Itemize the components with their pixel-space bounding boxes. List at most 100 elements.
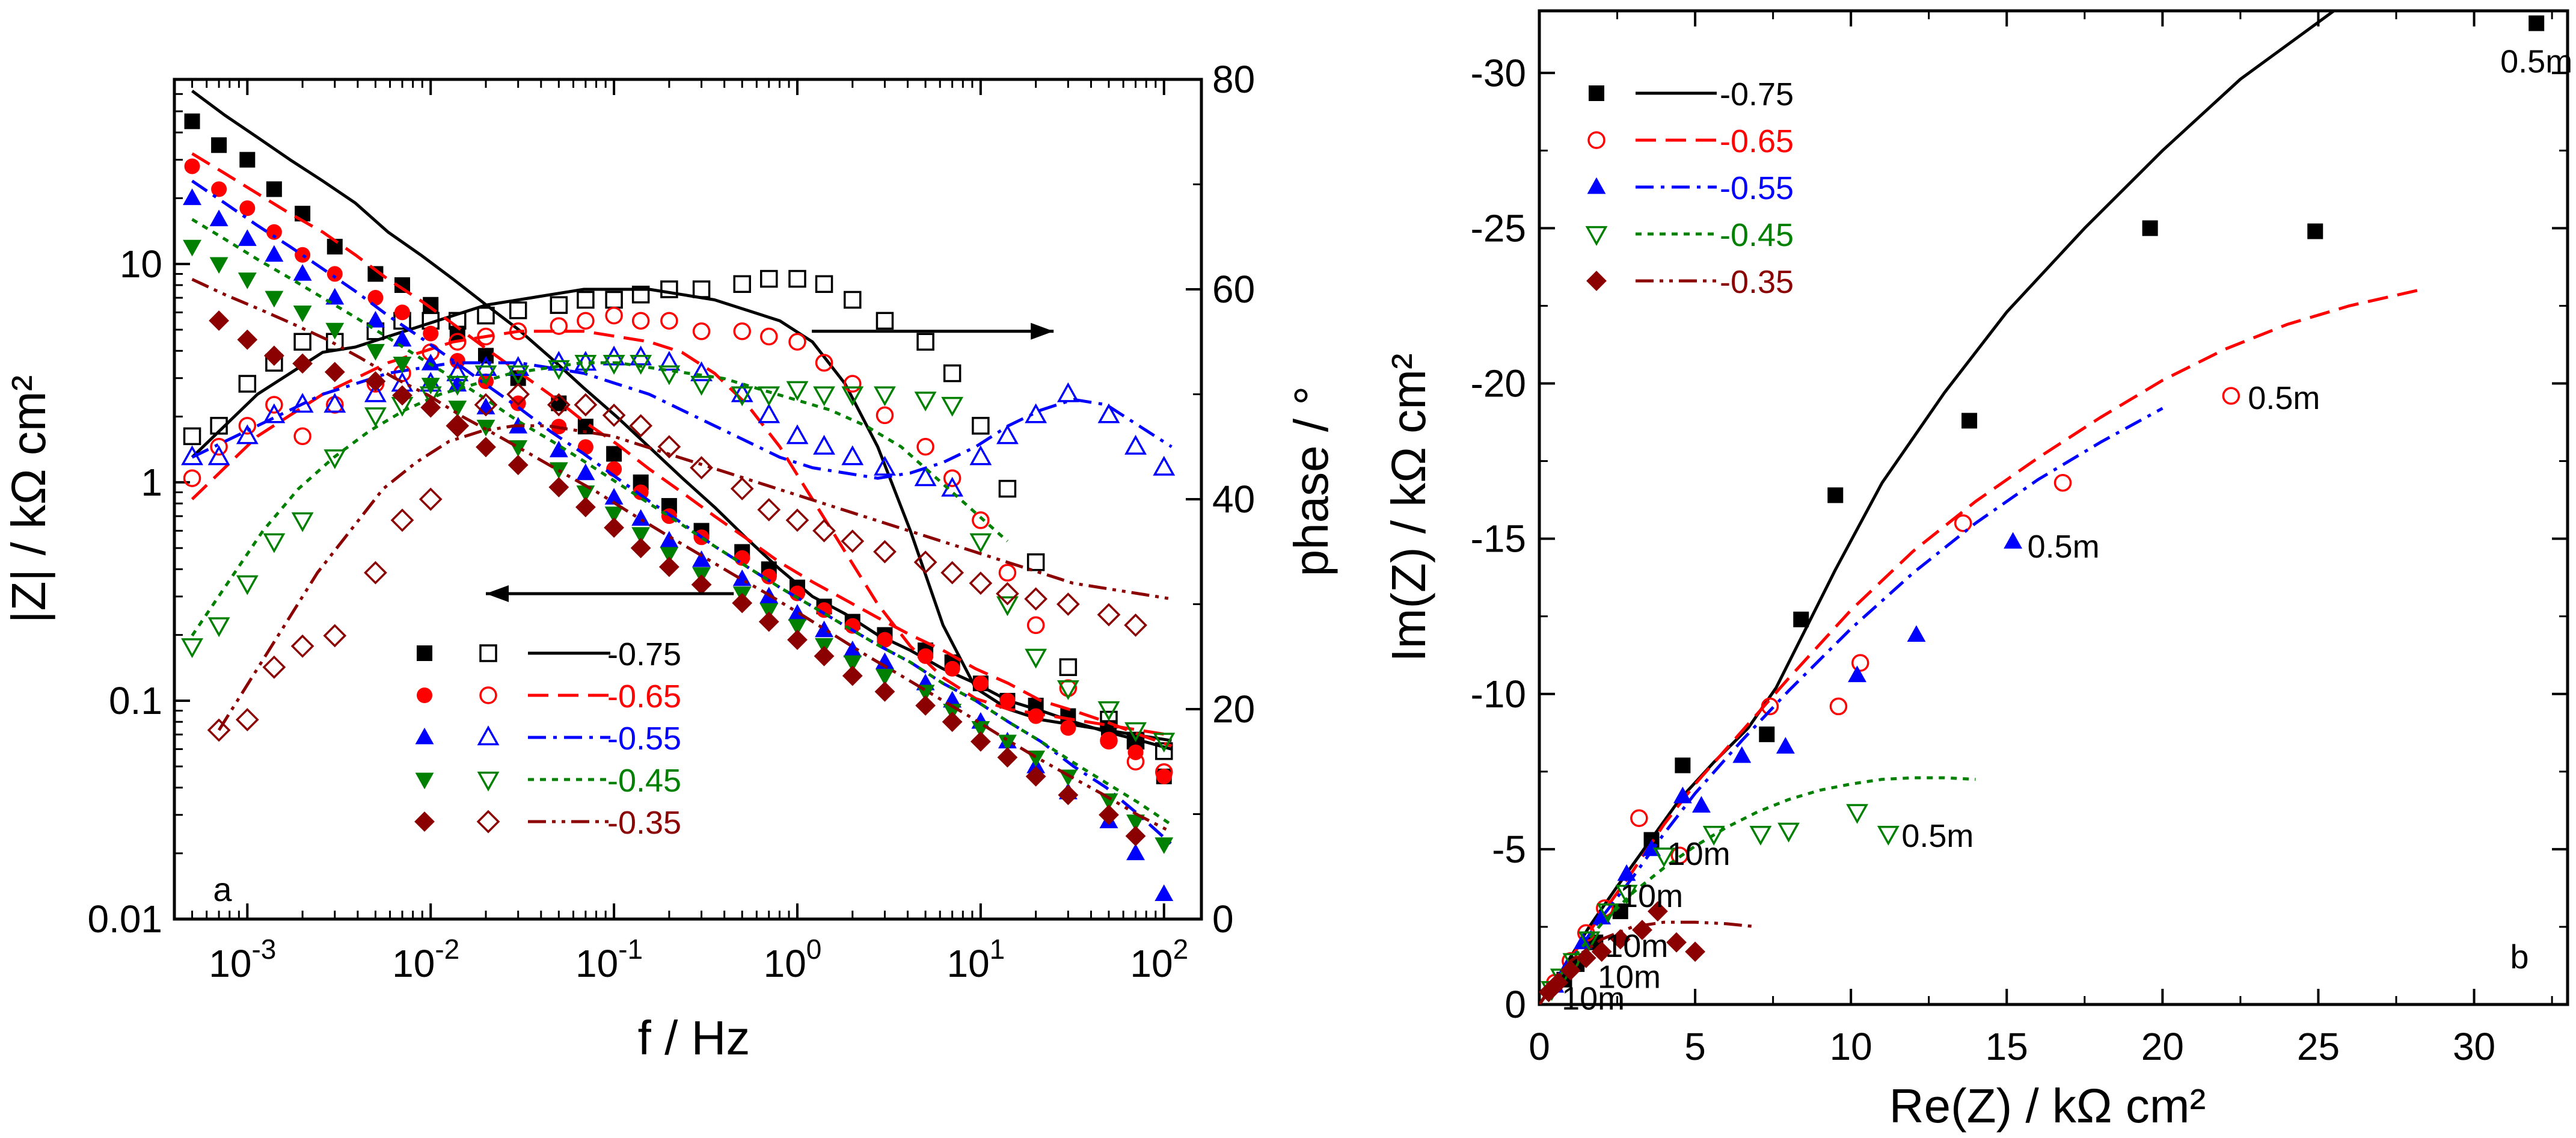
- data-point-phase: [758, 403, 780, 423]
- arrow-head: [485, 585, 509, 603]
- data-point-phase: [603, 355, 625, 375]
- data-point-phase: [605, 306, 623, 325]
- phase-tick-label: 80: [1212, 58, 1255, 101]
- x-tick-label: 10-1: [575, 933, 643, 985]
- data-point-magnitude: [238, 229, 257, 246]
- data-point-magnitude: [604, 488, 624, 505]
- data-point-phase: [876, 406, 894, 425]
- phase-tick-label: 0: [1212, 897, 1234, 941]
- data-point: [1673, 786, 1692, 804]
- annotation-label: 0.5m: [1901, 818, 1973, 854]
- annotation-label: 10m: [1598, 959, 1661, 995]
- annotation-label: 10m: [1667, 836, 1731, 872]
- data-point-phase: [815, 354, 833, 372]
- data-point-phase: [812, 518, 836, 543]
- y-axis-title: |Z| / kΩ cm²: [2, 375, 55, 623]
- data-point-phase: [1024, 587, 1048, 611]
- legend-a: -0.75 -0.65 -0.55 -0.45 -0.35: [414, 636, 681, 841]
- arrow-head: [1031, 322, 1054, 340]
- data-point-phase: [786, 424, 809, 444]
- data-point-phase: [731, 382, 753, 402]
- data-point-magnitude: [734, 550, 750, 566]
- data-point: [1648, 901, 1668, 922]
- x-tick-label: 0: [1529, 1025, 1550, 1068]
- data-point-phase: [996, 596, 1019, 617]
- fit-line: [1539, 11, 2335, 1004]
- data-point-magnitude: [1028, 708, 1044, 724]
- fit-line-magnitude: [191, 179, 1173, 846]
- data-point-phase: [1025, 403, 1047, 423]
- data-point-phase: [996, 582, 1019, 606]
- data-point-phase: [509, 322, 527, 340]
- data-point-phase: [785, 508, 809, 532]
- data-point-phase: [1153, 455, 1176, 476]
- x-tick-label: 10-3: [209, 933, 276, 985]
- legend-marker-magnitude: [415, 727, 434, 745]
- data-point: [1829, 697, 1848, 716]
- data-point-magnitude: [604, 506, 624, 523]
- data-point-magnitude: [1126, 814, 1145, 831]
- data-point-phase: [1097, 701, 1120, 721]
- data-point-phase: [547, 360, 570, 380]
- y-tick-label: -30: [1471, 51, 1527, 94]
- data-point-phase: [815, 275, 833, 294]
- legend-marker-phase: [476, 810, 500, 834]
- x-tick-label: 15: [1986, 1025, 2028, 1068]
- data-point-phase: [873, 540, 897, 564]
- data-point-magnitude: [327, 266, 343, 282]
- data-point-magnitude: [184, 158, 200, 174]
- data-point-phase: [788, 333, 806, 351]
- data-point-magnitude: [393, 356, 412, 374]
- data-point-magnitude: [508, 455, 529, 476]
- data-point: [1596, 903, 1619, 923]
- data-point-phase: [943, 469, 961, 487]
- data-point-phase: [509, 301, 527, 319]
- series--0.45: [181, 218, 1176, 854]
- series--0.35: [191, 278, 1173, 846]
- data-point-magnitude: [292, 353, 313, 374]
- x-tick-label: 10: [1830, 1025, 1872, 1068]
- legend-b: -0.75 -0.65 -0.55 -0.45 -0.35: [1585, 76, 1794, 300]
- data-point-magnitude: [392, 385, 412, 406]
- data-point: [1670, 846, 1688, 864]
- phase-tick-label: 20: [1212, 687, 1255, 731]
- data-point-magnitude: [972, 675, 989, 692]
- arrow-to-magnitude-axis: [485, 585, 734, 603]
- data-point-magnitude: [448, 401, 467, 417]
- x-tick-label: 10-2: [392, 933, 459, 985]
- data-point-phase: [293, 427, 311, 446]
- x-tick-label: 101: [946, 933, 1005, 985]
- x-tick-label: 20: [2141, 1025, 2184, 1068]
- data-point: [1759, 726, 1775, 742]
- data-point-magnitude: [1025, 766, 1046, 787]
- data-point-phase: [998, 479, 1017, 498]
- data-point-phase: [1097, 403, 1120, 423]
- data-point-phase: [236, 424, 259, 444]
- legend-marker-magnitude: [417, 645, 432, 661]
- data-point: [1777, 822, 1800, 843]
- data-point: [1610, 929, 1631, 950]
- data-point-magnitude: [238, 272, 257, 289]
- data-point-phase: [943, 364, 961, 383]
- legend-label: -0.45: [1720, 217, 1794, 253]
- data-point-magnitude: [421, 378, 440, 395]
- data-point-phase: [998, 564, 1017, 582]
- data-point-phase: [844, 291, 862, 309]
- data-point-magnitude: [1155, 837, 1174, 854]
- data-point-phase: [207, 445, 230, 466]
- data-point-magnitude: [1099, 793, 1118, 810]
- panel-b: 0 5 10 15 20 25 30 0 -5 -10 -15 -20 -25 -30 Re(Z) / kΩ…: [1382, 9, 2572, 1133]
- data-point-phase: [913, 550, 937, 574]
- data-point-phase: [364, 407, 387, 428]
- data-point-magnitude: [631, 509, 651, 526]
- fit-line-magnitude: [191, 278, 1173, 834]
- y-tick-label: 0.01: [87, 897, 162, 941]
- data-point-phase: [364, 382, 387, 402]
- data-point: [2142, 220, 2158, 236]
- data-point-magnitude: [1058, 784, 1079, 805]
- data-point-magnitude: [184, 113, 200, 129]
- data-point-phase: [1097, 603, 1121, 627]
- data-point-magnitude: [789, 585, 805, 601]
- x-axis-title: Re(Z) / kΩ cm²: [1889, 1079, 2206, 1133]
